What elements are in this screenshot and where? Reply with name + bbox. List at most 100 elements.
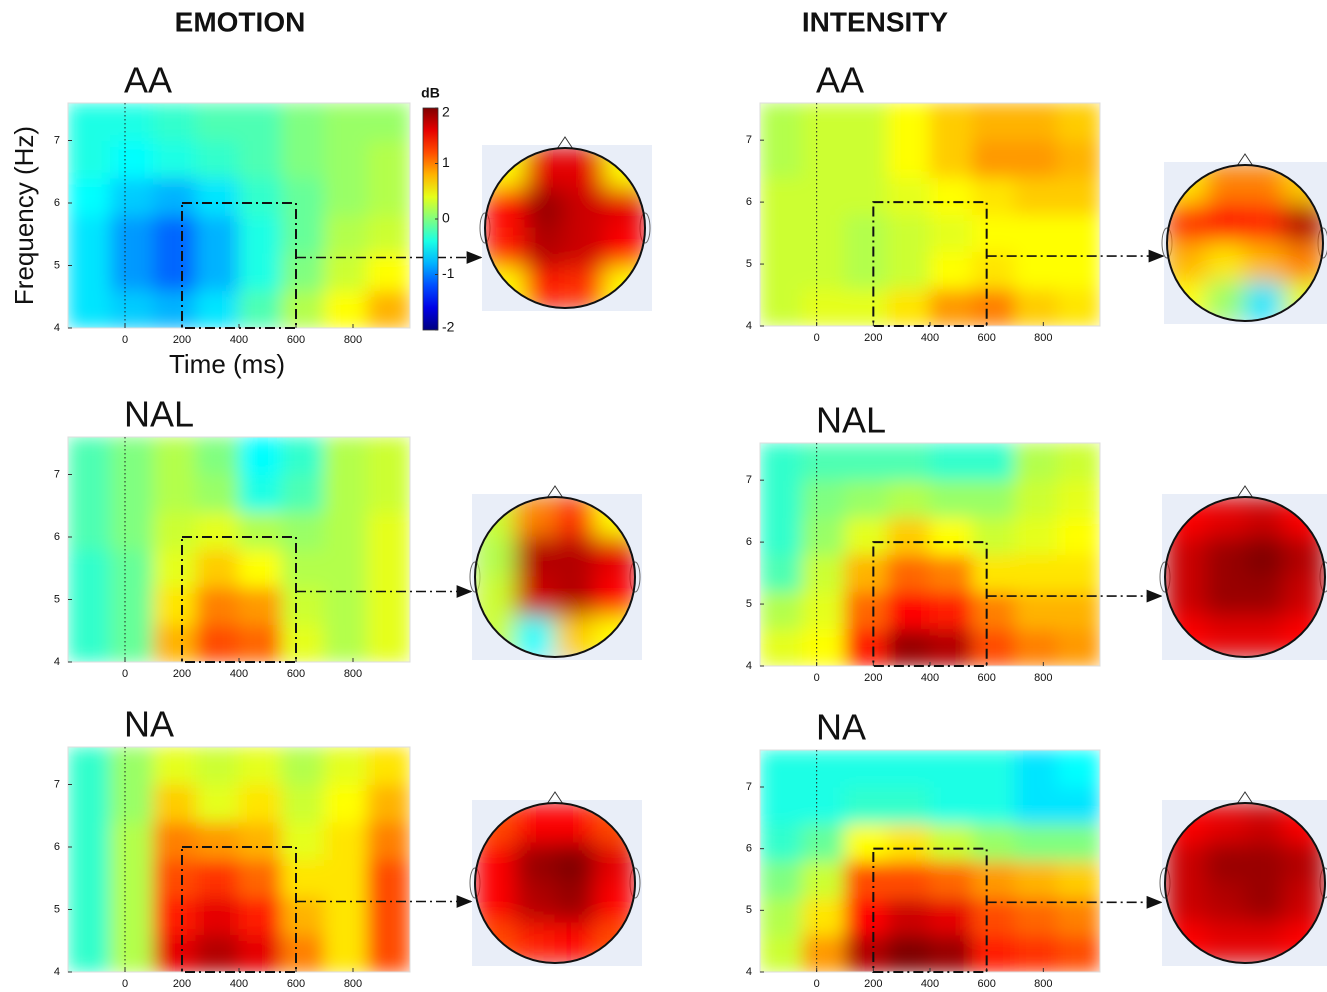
heatmap-cell <box>1015 251 1059 289</box>
heatmap-cell <box>239 784 283 823</box>
heatmap-cell <box>887 898 931 936</box>
heatmap-cell <box>324 103 368 142</box>
heatmap <box>760 443 1101 667</box>
figure: EMOTION INTENSITY 02004006008004567AATim… <box>0 0 1327 987</box>
heatmap-cell <box>887 251 931 289</box>
x-tick-label: 400 <box>230 978 248 987</box>
colorbar-tick-label: -2 <box>442 319 455 335</box>
heatmap-cell <box>324 747 368 786</box>
heatmap <box>68 437 411 663</box>
heatmap-cell <box>324 859 368 898</box>
heatmap-cell <box>110 290 154 329</box>
heatmap-cell <box>68 215 112 254</box>
topomap-cell <box>1205 883 1246 924</box>
x-tick-label: 0 <box>814 978 820 987</box>
heatmap-cell <box>239 549 283 588</box>
heatmap-cell <box>324 512 368 551</box>
heatmap-cell <box>239 512 283 551</box>
heatmap-cell <box>1057 177 1101 215</box>
heatmap-cell <box>1057 861 1101 899</box>
heatmap-cell <box>239 624 283 663</box>
heatmap-cell <box>239 103 283 142</box>
heatmap-cell <box>760 177 804 215</box>
heatmap-cell <box>1015 750 1059 788</box>
heatmap-cell <box>153 587 197 626</box>
heatmap-cell <box>110 587 154 626</box>
heatmap-cell <box>1015 177 1059 215</box>
heatmap-cell <box>281 103 325 142</box>
topomap-cell <box>525 228 566 269</box>
y-tick-label: 6 <box>746 196 752 208</box>
heatmap-cell <box>887 750 931 788</box>
heatmap-cell <box>802 824 846 862</box>
heatmap-cell <box>68 897 112 936</box>
y-tick-label: 4 <box>746 660 752 672</box>
heatmap-cells <box>760 103 1101 327</box>
heatmap-cell <box>281 549 325 588</box>
heatmap-cell <box>239 474 283 513</box>
heatmap-cell <box>972 824 1016 862</box>
heatmap-cell <box>153 859 197 898</box>
heatmap-cell <box>802 480 846 518</box>
heatmap-cell <box>930 443 974 481</box>
y-tick-label: 5 <box>54 903 60 915</box>
y-tick-label: 5 <box>54 259 60 271</box>
heatmap-cell <box>930 824 974 862</box>
heatmap-cell <box>367 140 411 179</box>
heatmap-cell <box>760 443 804 481</box>
heatmap <box>760 103 1101 327</box>
heatmap-cell <box>760 103 804 141</box>
heatmap-cell <box>153 934 197 973</box>
heatmap <box>760 750 1101 973</box>
heatmap-cell <box>196 624 240 663</box>
heatmap-cell <box>1015 787 1059 825</box>
heatmap-cell <box>887 214 931 252</box>
heatmap-cell <box>367 624 411 663</box>
topomap-cell <box>1206 243 1246 283</box>
heatmap-cell <box>1015 443 1059 481</box>
heatmap-cell <box>1057 140 1101 178</box>
heatmap-cell <box>760 554 804 592</box>
heatmap-cell <box>1015 935 1059 973</box>
heatmap-cell <box>110 897 154 936</box>
heatmap-cell <box>887 824 931 862</box>
heatmap-cell <box>760 861 804 899</box>
heatmap-cell <box>802 517 846 555</box>
heatmap-cell <box>760 787 804 825</box>
heatmap-cell <box>153 512 197 551</box>
heatmap-cell <box>68 934 112 973</box>
heatmap-cell <box>153 103 197 142</box>
heatmap-cell <box>760 251 804 289</box>
heatmap-cell <box>281 747 325 786</box>
heatmap-cell <box>110 624 154 663</box>
heatmap-cell <box>68 784 112 823</box>
x-tick-label: 800 <box>1034 332 1052 344</box>
heatmap-cell <box>281 437 325 476</box>
heatmap-cells <box>68 437 411 663</box>
heatmap-cell <box>196 474 240 513</box>
x-tick-label: 600 <box>287 334 305 346</box>
heatmap-cell <box>153 624 197 663</box>
y-tick-label: 4 <box>54 966 60 978</box>
heatmap-cell <box>1057 251 1101 289</box>
heatmap-cell <box>367 747 411 786</box>
heatmap-cell <box>802 787 846 825</box>
heatmap-cell <box>153 437 197 476</box>
x-tick-label: 0 <box>814 672 820 684</box>
heatmap-cell <box>281 624 325 663</box>
heatmap-cell <box>1015 628 1059 666</box>
heatmap-cell <box>196 822 240 861</box>
column-title: EMOTION <box>175 6 306 37</box>
x-tick-label: 0 <box>122 334 128 346</box>
heatmap-cell <box>930 480 974 518</box>
y-tick-label: 7 <box>54 778 60 790</box>
heatmap-cell <box>845 177 889 215</box>
heatmap-cell <box>887 861 931 899</box>
heatmap-cell <box>972 591 1016 629</box>
heatmap-cell <box>760 480 804 518</box>
heatmap-cell <box>1015 103 1059 141</box>
heatmap-cell <box>367 215 411 254</box>
heatmap-cell <box>239 897 283 936</box>
y-tick-label: 5 <box>746 258 752 270</box>
heatmap-cell <box>110 549 154 588</box>
